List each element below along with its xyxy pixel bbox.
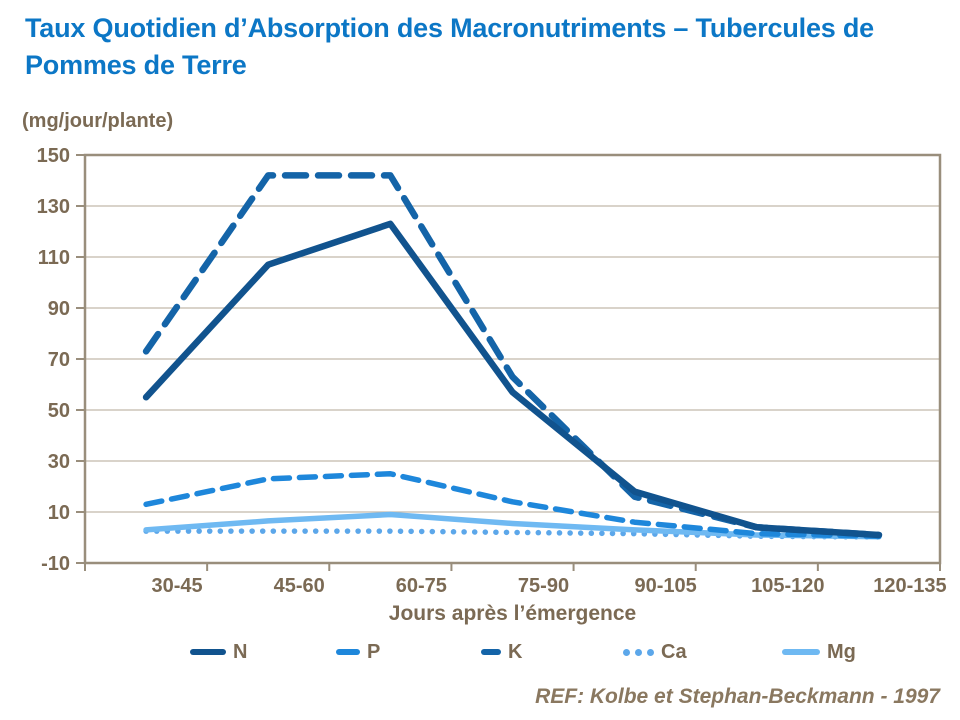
legend-label-P: P [367,641,381,663]
legend-label-Ca: Ca [661,641,687,663]
reference-citation: REF: Kolbe et Stephan-Beckmann - 1997 [535,685,940,708]
legend-swatch-K [481,649,501,655]
x-axis-label: 90-105 [635,575,697,597]
legend-dot [647,648,654,656]
y-axis-label: 110 [38,247,70,269]
legend-line [190,649,226,655]
legend-line [782,649,820,655]
legend-item-P: P [336,640,380,664]
legend-label-K: K [508,641,523,663]
legend-dot [635,648,642,656]
x-axis-title: Jours après l’émergence [389,602,636,625]
x-axis-label: 75-90 [518,575,569,597]
legend-swatch-Mg [782,649,820,655]
legend-swatch-P [336,649,360,655]
legend-item-N: N [190,640,247,664]
legend-item-Mg: Mg [782,640,856,664]
x-axis-label: 45-60 [274,575,325,597]
x-axis-label: 60-75 [396,575,447,597]
legend-item-K: K [481,640,522,664]
legend-dot [623,648,630,656]
y-axis-label: 70 [48,349,70,371]
legend-label-N: N [233,641,248,663]
legend-swatch-N [190,649,226,655]
legend-line [336,649,360,655]
chart-title: Taux Quotidien d’Absorption des Macronut… [25,13,875,81]
x-axis-label: 30-45 [151,575,202,597]
legend-line [481,649,501,655]
legend-label-Mg: Mg [827,641,856,663]
y-axis-label: 130 [37,196,70,218]
series-line-P [143,471,882,539]
y-axis-label: 150 [37,145,70,167]
y-axis-unit-label: (mg/jour/plante) [22,110,174,132]
y-axis-label: 50 [48,400,70,422]
series-line-Mg [143,511,882,540]
legend-item-Ca: Ca [623,640,687,664]
y-axis-label: 90 [48,298,70,320]
y-axis-label: 10 [48,502,70,524]
x-axis-label: 120-135 [873,575,946,597]
macronutrient-absorption-line-chart: 150 130 110 90 70 50 30 10 -10 30-45 45-60 60-75 75-… [37,145,947,625]
x-axis-label: 105-120 [751,575,824,597]
series-line-N [142,220,883,539]
y-axis-label: 30 [48,451,70,473]
plot-border [83,153,942,565]
y-axis-label: -10 [41,553,70,575]
legend-swatch-Ca [623,648,654,656]
